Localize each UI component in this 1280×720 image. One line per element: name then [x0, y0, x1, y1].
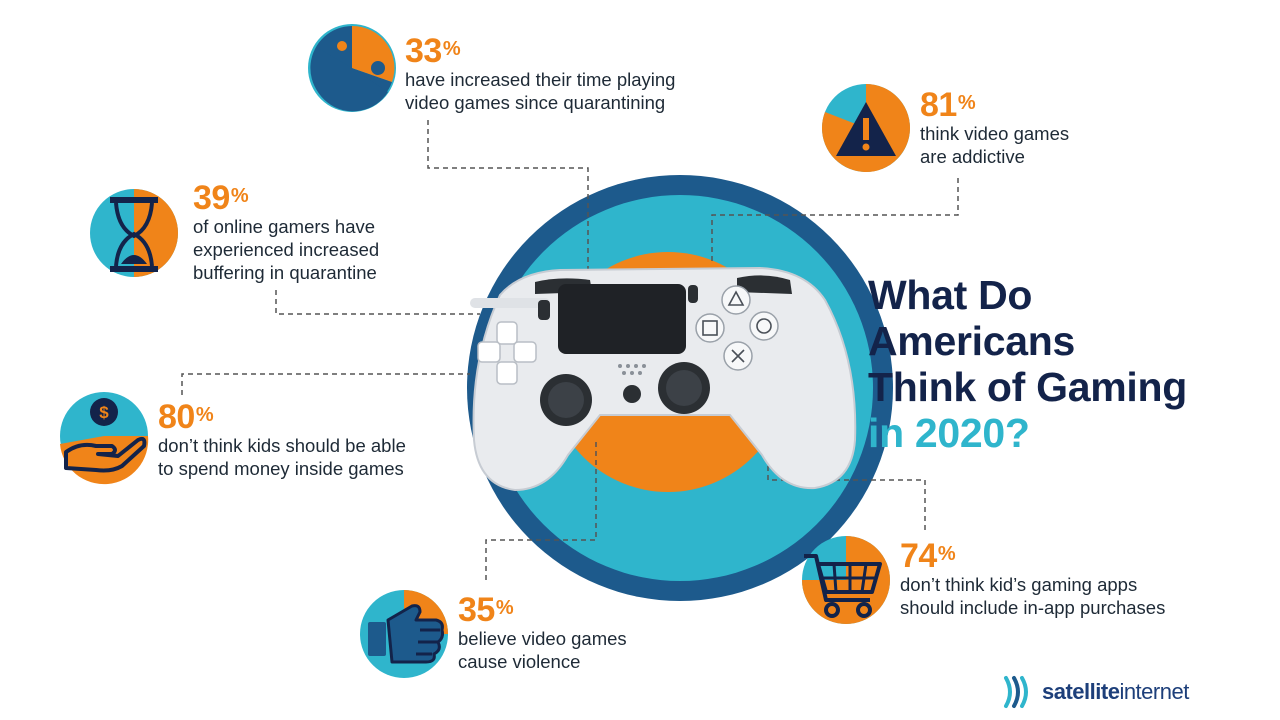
- title-line: Think of Gaming: [868, 364, 1187, 410]
- stat-description-line: cause violence: [458, 651, 581, 672]
- stat-81: 81% think video games are addictive: [920, 88, 1069, 168]
- stat-description-line: buffering in quarantine: [193, 262, 377, 283]
- stat-description-line: believe video games: [458, 628, 627, 649]
- satellite-waves-icon: [1004, 676, 1028, 708]
- stat-33: 33% have increased their time playing vi…: [405, 34, 675, 114]
- stat-35: 35% believe video games cause violence: [458, 593, 627, 673]
- title-line: Americans: [868, 318, 1075, 364]
- stat-percent: 35%: [458, 591, 514, 629]
- stat-percent: 39%: [193, 179, 249, 217]
- stat-description-line: should include in-app purchases: [900, 597, 1166, 618]
- title-line-accent: in 2020?: [868, 410, 1030, 456]
- stat-description-line: video games since quarantining: [405, 92, 666, 113]
- stat-description-line: think video games: [920, 123, 1070, 144]
- stat-description-line: of online gamers have: [193, 216, 376, 237]
- svg-text:$: $: [99, 403, 109, 422]
- stat-percent: 74%: [900, 537, 956, 575]
- satelliteinternet-logo: satelliteinternet: [1000, 672, 1189, 712]
- hourglass-icon: [90, 189, 178, 277]
- shopping-cart-icon: [802, 536, 890, 624]
- money-hand-icon: $: [60, 392, 149, 485]
- stat-percent: 81%: [920, 86, 976, 124]
- stat-39: 39% of online gamers have experienced in…: [193, 181, 379, 284]
- stat-description-line: are addictive: [920, 146, 1025, 167]
- stat-description-line: have increased their time playing: [405, 69, 676, 90]
- game-controller-image: [470, 266, 857, 492]
- page-title: What Do Americans Think of Gaming in 202…: [868, 272, 1187, 456]
- stat-74: 74% don’t think kid’s gaming apps should…: [900, 539, 1165, 619]
- stat-description-line: don’t think kid’s gaming apps: [900, 574, 1138, 595]
- stat-percent: 80%: [158, 398, 214, 436]
- logo-text: satelliteinternet: [1042, 679, 1189, 704]
- stat-description-line: experienced increased: [193, 239, 380, 260]
- warning-icon: [821, 84, 910, 172]
- dashed-connectors: [181, 120, 959, 580]
- stat-description-line: to spend money inside games: [158, 458, 404, 479]
- stat-80: 80% don’t think kids should be able to s…: [158, 400, 406, 480]
- pacman-icon: [308, 24, 396, 112]
- stat-description-line: don’t think kids should be able: [158, 435, 406, 456]
- stat-percent: 33%: [405, 32, 461, 70]
- fist-icon: [360, 590, 448, 678]
- title-line: What Do: [868, 272, 1033, 318]
